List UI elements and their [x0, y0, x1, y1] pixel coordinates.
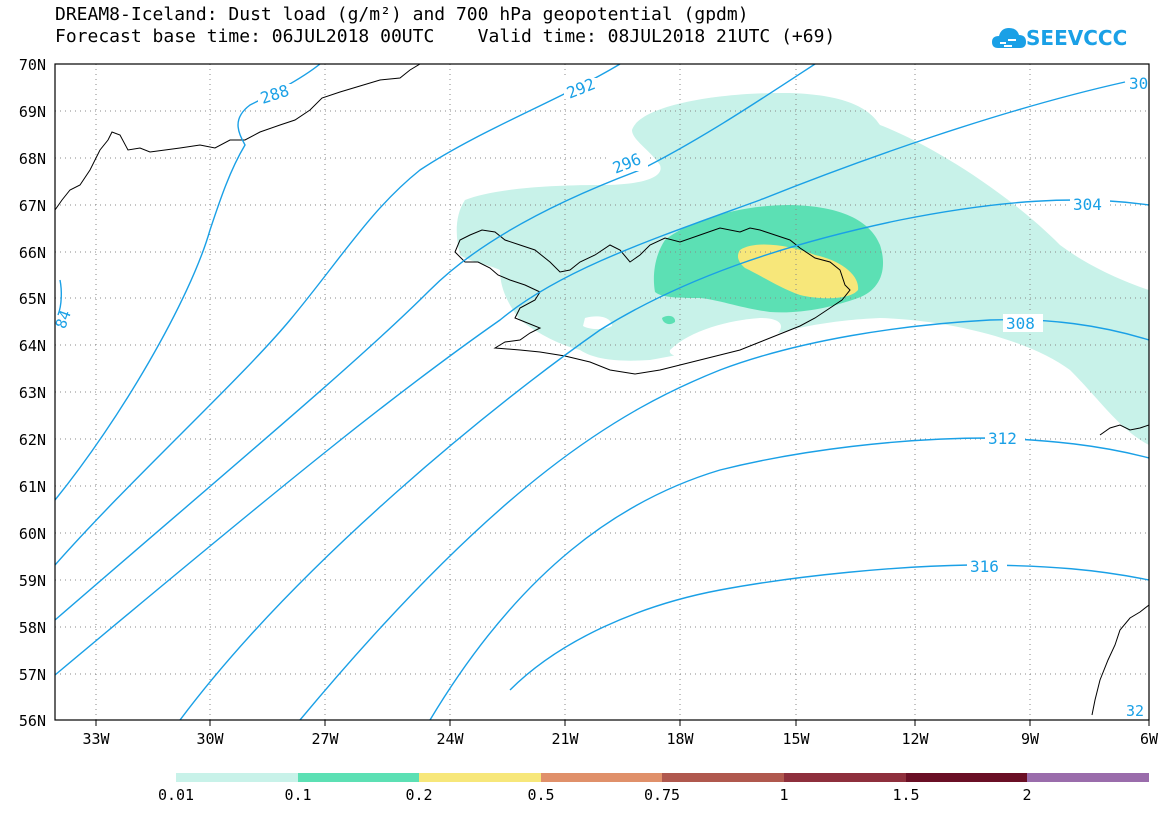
contour-line: [55, 64, 816, 621]
colorbar-segment: [541, 773, 662, 782]
lat-label: 65N: [19, 290, 46, 308]
chart-subtitle: Forecast base time: 06JUL2018 00UTC Vali…: [55, 26, 836, 47]
lon-label: 24W: [436, 730, 464, 748]
lon-label: 21W: [551, 730, 579, 748]
lon-label: 15W: [782, 730, 810, 748]
lon-label: 30W: [196, 730, 224, 748]
colorbar-label: 1: [779, 786, 789, 804]
lon-label: 27W: [311, 730, 339, 748]
dust-field: [456, 92, 1149, 445]
lat-label: 60N: [19, 525, 46, 543]
lat-label: 63N: [19, 384, 46, 402]
colorbar-segment: [662, 773, 784, 782]
lat-label: 70N: [19, 56, 46, 74]
lat-label: 58N: [19, 619, 46, 637]
cloud-icon: [992, 28, 1026, 48]
seevccc-logo: SEEVCCC: [990, 18, 1150, 58]
lat-label: 59N: [19, 572, 46, 590]
colorbar-label: 0.1: [284, 786, 312, 804]
contour-line: [57, 279, 63, 316]
contour-label: 30: [1129, 74, 1148, 93]
contour-line: [55, 81, 1126, 676]
longitude-labels: 33W 30W 27W 24W 21W 18W 15W 12W 9W 6W: [82, 730, 1159, 748]
lat-label: 69N: [19, 103, 46, 121]
contour-line: [179, 199, 1149, 720]
chart-title: DREAM8-Iceland: Dust load (g/m²) and 700…: [55, 4, 749, 25]
geopotential-contours: [55, 64, 1149, 720]
contour-label: 308: [1006, 314, 1035, 333]
colorbar-label: 2: [1022, 786, 1032, 804]
lon-label: 18W: [666, 730, 694, 748]
contour-label: 304: [1073, 195, 1102, 214]
lat-label: 66N: [19, 244, 46, 262]
lat-label: 64N: [19, 337, 46, 355]
graticule: [55, 64, 1149, 720]
lat-label: 68N: [19, 150, 46, 168]
logo-text: SEEVCCC: [1026, 26, 1128, 50]
latitude-labels: 70N 69N 68N 67N 66N 65N 64N 63N 62N 61N …: [19, 56, 46, 730]
lat-label: 62N: [19, 431, 46, 449]
lat-label: 67N: [19, 197, 46, 215]
ticks: [95, 720, 1150, 726]
colorbar-segment: [1027, 773, 1149, 782]
colorbar-label: 0.2: [405, 786, 433, 804]
contour-line: [429, 437, 1149, 720]
colorbar-segment: [298, 773, 419, 782]
lon-label: 9W: [1021, 730, 1040, 748]
contour-line: [55, 64, 321, 501]
contour-labels: 288 292 296 304 308 312 316 30 84 32: [52, 74, 1149, 720]
dust-level-high: [737, 244, 859, 299]
lat-label: 57N: [19, 666, 46, 684]
colorbar-segment: [906, 773, 1027, 782]
contour-line: [299, 318, 1149, 720]
contour-label: 32: [1126, 702, 1144, 720]
lon-label: 33W: [82, 730, 110, 748]
lat-label: 56N: [19, 712, 46, 730]
colorbar-label: 0.75: [643, 786, 681, 804]
lon-label: 6W: [1140, 730, 1159, 748]
contour-label: 312: [988, 429, 1017, 448]
dust-level-mid-small: [662, 315, 676, 325]
faroe-coast: [1099, 424, 1149, 436]
lon-label: 12W: [901, 730, 929, 748]
contour-label: 316: [970, 557, 999, 576]
colorbar-label: 1.5: [892, 786, 920, 804]
lat-label: 61N: [19, 478, 46, 496]
colorbar-segment: [784, 773, 906, 782]
colorbar-segment: [419, 773, 541, 782]
colorbar-segment: [176, 773, 298, 782]
colorbar-label: 0.5: [527, 786, 555, 804]
contour-label: 84: [52, 308, 75, 331]
dust-clear-patch-2: [583, 316, 612, 329]
coastlines: [55, 64, 1149, 716]
dust-clear-patch-1: [669, 318, 781, 358]
iceland-coast: [454, 227, 851, 375]
contour-line: [55, 64, 621, 566]
colorbar-label: 0.01: [157, 786, 195, 804]
scotland-coast: [1091, 604, 1149, 716]
contour-line: [509, 564, 1149, 691]
greenland-coast: [55, 64, 421, 211]
map-frame: [54, 63, 1150, 721]
